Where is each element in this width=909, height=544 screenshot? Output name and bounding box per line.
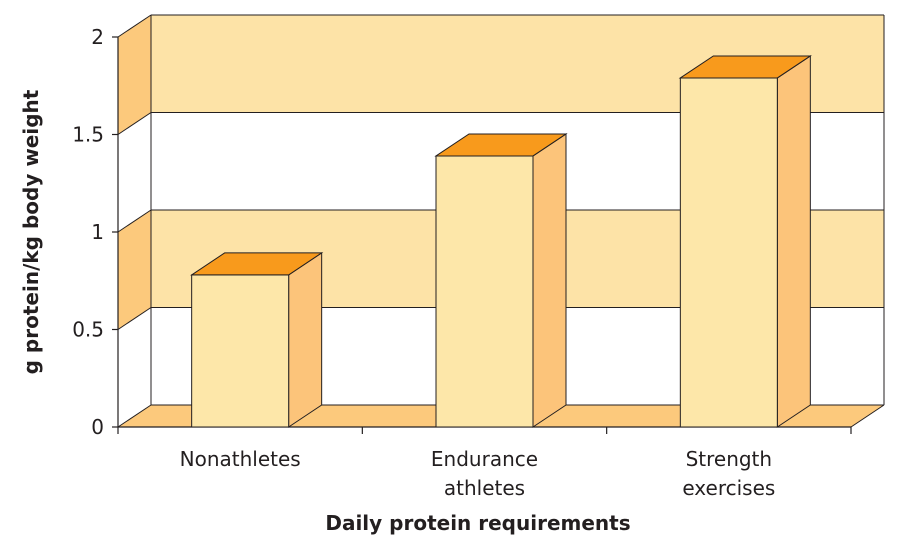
y-tick-label: 0.5 [72,318,104,342]
bar-front [435,155,534,428]
bar [190,251,324,428]
grid-diagonal [117,112,152,135]
bars [190,55,812,428]
y-tick-label: 2 [91,25,104,49]
floor-right-edge [850,404,885,428]
x-category-labels: Nonathletes Endurance athletes Strength exer… [180,447,776,500]
bar-top [434,133,568,157]
side-wall-band [118,210,151,330]
x-category-label: Endurance [431,447,538,471]
bar [678,55,812,428]
bar-top [190,252,324,276]
x-category-label: Strength [686,447,773,471]
y-tick-labels: 0 0.5 1 1.5 2 [72,25,104,439]
grid-diagonal [117,404,152,428]
y-tick-label: 0 [91,415,104,439]
grid-diagonal [117,307,152,330]
grid-diagonal [117,209,152,233]
bar [434,133,568,428]
grid-diagonal [117,14,152,38]
side-wall-band [118,15,151,135]
x-axis-title: Daily protein requirements [325,511,630,535]
bar-side [532,133,567,428]
bar-front [191,274,290,428]
bar-side [288,251,323,428]
bar-top [678,55,812,79]
y-tick-label: 1 [91,220,104,244]
x-category-label: exercises [682,476,775,500]
y-axis-title: g protein/kg body weight [19,89,43,374]
y-tick-label: 1.5 [72,123,104,147]
bar-front [679,77,778,428]
x-category-label: Nonathletes [180,447,301,471]
bar-side [776,55,811,428]
x-category-label: athletes [444,476,525,500]
